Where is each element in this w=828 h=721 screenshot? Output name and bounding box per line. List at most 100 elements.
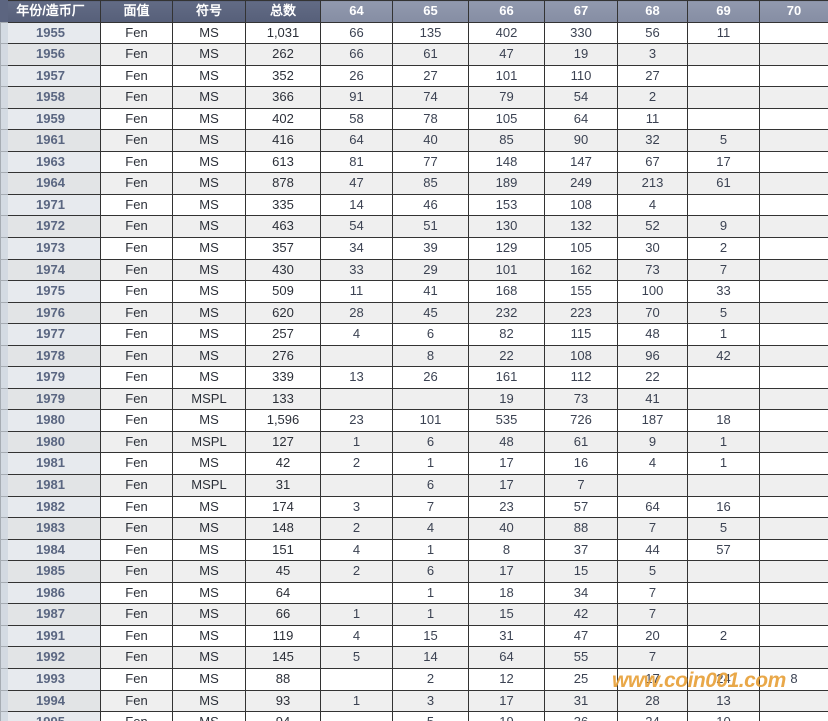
table-row[interactable]: 1995FenMS94 519362410 (0, 711, 828, 721)
cell-g70 (759, 323, 828, 346)
column-header-total[interactable]: 总数 (245, 0, 321, 23)
cell-year: 1964 (0, 172, 101, 195)
table-row[interactable]: 1971 Fen MS 335 14 46 153 108 4 (0, 193, 828, 217)
table-row[interactable]: 1961 Fen MS 416 64 40 85 90 32 5 (0, 129, 828, 152)
cell-denom: Fen (100, 43, 173, 66)
table-row[interactable]: 1955 Fen MS 1,031 66 135 402 330 56 11 (0, 21, 828, 45)
cell-g68: 48 (617, 323, 688, 346)
table-row[interactable]: 1979 Fen MS 339 13 26 161 112 22 (0, 366, 828, 389)
table-row[interactable]: 1972 Fen MS 463 54 51 130 132 52 9 (0, 215, 828, 239)
column-header-g70[interactable]: 70 (759, 0, 828, 23)
table-row[interactable]: 1964 Fen MS 878 47 85 189 249 213 61 (0, 172, 828, 195)
cell-total: 93 (245, 689, 321, 713)
table-row[interactable]: 1993 Fen MS 88 2 12 25 17 24 8 (0, 667, 828, 691)
cell-g66: 17 (468, 689, 545, 713)
column-header-sym[interactable]: 符号 (172, 0, 246, 23)
cell-g65: 1 (392, 603, 469, 626)
table-row[interactable]: 1980 Fen MSPL 127 1 6 48 61 9 1 (0, 430, 828, 454)
cell-g66: 64 (468, 646, 545, 669)
cell-g69 (687, 603, 760, 626)
cell-g65: 15 (392, 624, 469, 648)
cell-sym: MS (172, 150, 246, 174)
column-header-g66[interactable]: 66 (468, 0, 545, 23)
cell-g64: 47 (320, 172, 393, 195)
cell-denom: Fen (100, 344, 173, 368)
cell-year: 1978 (0, 344, 101, 368)
cell-sym: MS (172, 667, 246, 691)
cell-g65: 101 (392, 409, 469, 432)
cell-g70 (759, 430, 828, 454)
cell-g68: 22 (617, 366, 688, 389)
table-row[interactable]: 1982 Fen MS 174 3 7 23 57 64 16 (0, 495, 828, 519)
cell-g70: 8 (759, 667, 828, 691)
table-row[interactable]: 1991 Fen MS 119 4 15 31 47 20 2 (0, 624, 828, 648)
cell-g67: 31 (544, 689, 618, 713)
cell-sym: MS (172, 517, 246, 540)
cell-denom: Fen (100, 603, 173, 626)
cell-denom: Fen (100, 107, 173, 131)
table-row[interactable]: 1957 Fen MS 352 26 27 101 110 27 (0, 64, 828, 88)
cell-sym: MS (172, 107, 246, 131)
cell-year: 1974 (0, 258, 101, 282)
cell-g70 (759, 86, 828, 109)
table-row[interactable]: 1979 Fen MSPL 133 19 73 41 (0, 387, 828, 411)
table-row[interactable]: 1980 Fen MS 1,596 23 101 535 726 187 18 (0, 409, 828, 432)
cell-sym: MS (172, 86, 246, 109)
table-row[interactable]: 1983 Fen MS 148 2 4 40 88 7 5 (0, 517, 828, 540)
table-row[interactable]: 1992 Fen MS 145 5 14 64 55 7 (0, 646, 828, 669)
table-row[interactable]: 1981 Fen MS 42 2 1 17 16 4 1 (0, 452, 828, 476)
cell-g65: 1 (392, 538, 469, 562)
column-header-g68[interactable]: 68 (617, 0, 688, 23)
table-row[interactable]: 1975 Fen MS 509 11 41 168 155 100 33 (0, 280, 828, 303)
cell-g65: 77 (392, 150, 469, 174)
table-row[interactable]: 1984 Fen MS 151 4 1 8 37 44 57 (0, 538, 828, 562)
column-header-denom[interactable]: 面值 (100, 0, 173, 23)
table-row[interactable]: 1985 Fen MS 45 2 6 17 15 5 (0, 560, 828, 583)
cell-g65: 27 (392, 64, 469, 88)
cell-total: 262 (245, 43, 321, 66)
cell-g66: 189 (468, 172, 545, 195)
table-row[interactable]: 1963 Fen MS 613 81 77 148 147 67 17 (0, 150, 828, 174)
table-row[interactable]: 1986 Fen MS 64 1 18 34 7 (0, 581, 828, 605)
table-row[interactable]: 1973 Fen MS 357 34 39 129 105 30 2 (0, 237, 828, 260)
cell-g69: 5 (687, 517, 760, 540)
table-row[interactable]: 1978 Fen MS 276 8 22 108 96 42 (0, 344, 828, 368)
column-header-g67[interactable]: 67 (544, 0, 618, 23)
table-row[interactable]: 1976 Fen MS 620 28 45 232 223 70 5 (0, 301, 828, 325)
table-row[interactable]: 1974 Fen MS 430 33 29 101 162 73 7 (0, 258, 828, 282)
cell-g66: 153 (468, 193, 545, 217)
table-row[interactable]: 1981 Fen MSPL 31 6 17 7 (0, 474, 828, 497)
table-row[interactable]: 1994 Fen MS 93 1 3 17 31 28 13 (0, 689, 828, 713)
cell-year: 1958 (0, 86, 101, 109)
cell-g68: 7 (617, 646, 688, 669)
column-header-year[interactable]: 年份/造币厂 (0, 0, 101, 23)
cell-g68: 5 (617, 560, 688, 583)
table-row[interactable]: 1956 Fen MS 262 66 61 47 19 3 (0, 43, 828, 66)
cell-g69: 11 (687, 21, 760, 45)
cell-sym: MS (172, 603, 246, 626)
table-row[interactable]: 1977 Fen MS 257 4 6 82 115 48 1 (0, 323, 828, 346)
column-header-g65[interactable]: 65 (392, 0, 469, 23)
cell-g69 (687, 646, 760, 669)
cell-sym: MS (172, 21, 246, 45)
cell-denom: Fen (100, 366, 173, 389)
column-header-g69[interactable]: 69 (687, 0, 760, 23)
table-body: 1955 Fen MS 1,031 66 135 402 330 56 11 1956 Fen MS 26… (0, 21, 828, 721)
column-header-g64[interactable]: 64 (320, 0, 393, 23)
cell-g65: 1 (392, 581, 469, 605)
cell-g67: 88 (544, 517, 618, 540)
cell-g69: 5 (687, 301, 760, 325)
cell-g70 (759, 603, 828, 626)
cell-sym: MS (172, 452, 246, 476)
cell-total: 66 (245, 603, 321, 626)
cell-total: 357 (245, 237, 321, 260)
cell-g65: 1 (392, 452, 469, 476)
table-row[interactable]: 1959 Fen MS 402 58 78 105 64 11 (0, 107, 828, 131)
table-row[interactable]: 1958 Fen MS 366 91 74 79 54 2 (0, 86, 828, 109)
cell-year: 1961 (0, 129, 101, 152)
table-row[interactable]: 1987 Fen MS 66 1 1 15 42 7 (0, 603, 828, 626)
cell-total: 88 (245, 667, 321, 691)
cell-g67: 47 (544, 624, 618, 648)
cell-g65: 6 (392, 560, 469, 583)
cell-total: 42 (245, 452, 321, 476)
